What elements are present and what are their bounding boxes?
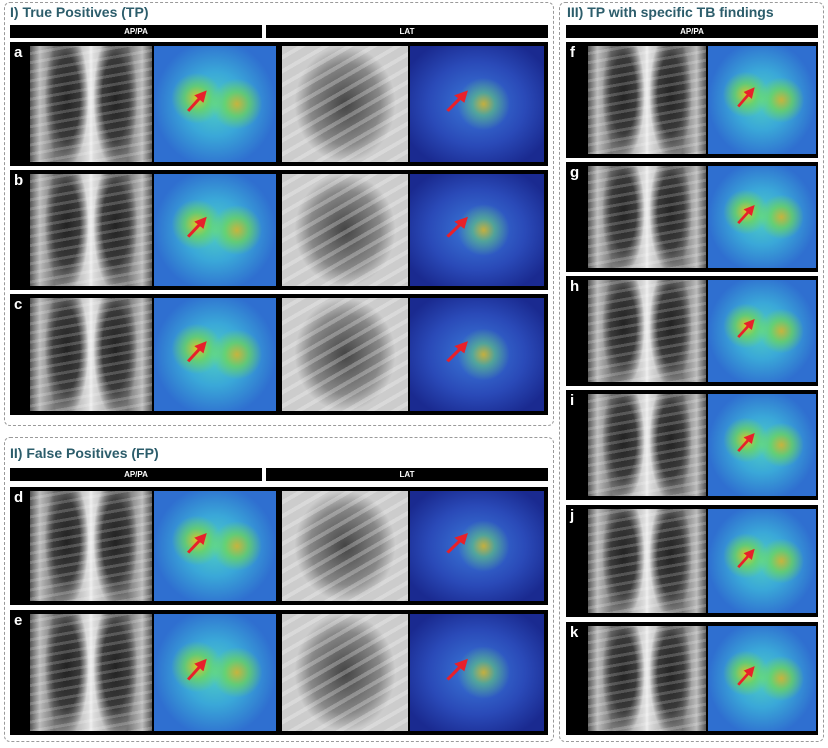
figure-row-f: f xyxy=(566,42,818,158)
row-label: i xyxy=(570,392,575,409)
xray-lateral-image xyxy=(282,174,408,286)
xray-lateral-image xyxy=(282,491,408,601)
tb-header-appa: AP/PA xyxy=(566,25,818,38)
panel-tb-findings xyxy=(559,2,824,742)
xray-frontal-image xyxy=(588,394,706,496)
xray-frontal-image xyxy=(588,46,706,154)
figure-row-e: e xyxy=(10,610,548,735)
figure-row-i: i xyxy=(566,390,818,500)
xray-lateral-image xyxy=(282,46,408,162)
heatmap-lateral-image xyxy=(410,491,544,601)
xray-lateral-image xyxy=(282,298,408,411)
row-label: g xyxy=(570,164,580,181)
heatmap-frontal-image xyxy=(708,46,816,154)
heatmap-lateral-image xyxy=(410,46,544,162)
figure-row-k: k xyxy=(566,622,818,735)
heatmap-frontal-image xyxy=(708,509,816,613)
xray-frontal-image xyxy=(30,614,152,731)
xray-lateral-image xyxy=(282,614,408,731)
fp-title: II) False Positives (FP) xyxy=(10,445,159,461)
heatmap-frontal-image xyxy=(708,280,816,382)
heatmap-frontal-image xyxy=(154,174,276,286)
figure-row-g: g xyxy=(566,162,818,272)
heatmap-frontal-image xyxy=(708,394,816,496)
panel-false-positives xyxy=(4,437,554,742)
heatmap-lateral-image xyxy=(410,298,544,411)
xray-frontal-image xyxy=(30,491,152,601)
fp-header-lat: LAT xyxy=(266,468,548,481)
xray-frontal-image xyxy=(588,166,706,268)
row-label: d xyxy=(14,489,24,506)
row-label: j xyxy=(570,507,575,524)
fp-header-appa: AP/PA xyxy=(10,468,262,481)
row-label: k xyxy=(570,624,579,641)
xray-frontal-image xyxy=(588,280,706,382)
figure-row-b: b xyxy=(10,170,548,290)
xray-frontal-image xyxy=(588,509,706,613)
row-label: a xyxy=(14,44,23,61)
xray-frontal-image xyxy=(30,46,152,162)
row-label: e xyxy=(14,612,23,629)
figure-row-a: a xyxy=(10,42,548,166)
heatmap-lateral-image xyxy=(410,174,544,286)
tp-header-appa: AP/PA xyxy=(10,25,262,38)
figure-row-d: d xyxy=(10,487,548,605)
figure-row-h: h xyxy=(566,276,818,386)
heatmap-frontal-image xyxy=(154,46,276,162)
tp-title: I) True Positives (TP) xyxy=(10,4,149,20)
tp-header-lat: LAT xyxy=(266,25,548,38)
xray-frontal-image xyxy=(30,174,152,286)
heatmap-lateral-image xyxy=(410,614,544,731)
xray-frontal-image xyxy=(30,298,152,411)
tb-title: III) TP with specific TB findings xyxy=(567,4,774,20)
panel-true-positives xyxy=(4,2,554,426)
heatmap-frontal-image xyxy=(154,614,276,731)
figure-row-c: c xyxy=(10,294,548,415)
row-label: h xyxy=(570,278,580,295)
heatmap-frontal-image xyxy=(154,298,276,411)
row-label: c xyxy=(14,296,23,313)
heatmap-frontal-image xyxy=(708,626,816,731)
heatmap-frontal-image xyxy=(154,491,276,601)
heatmap-frontal-image xyxy=(708,166,816,268)
row-label: f xyxy=(570,44,575,61)
xray-frontal-image xyxy=(588,626,706,731)
row-label: b xyxy=(14,172,24,189)
figure-row-j: j xyxy=(566,505,818,617)
